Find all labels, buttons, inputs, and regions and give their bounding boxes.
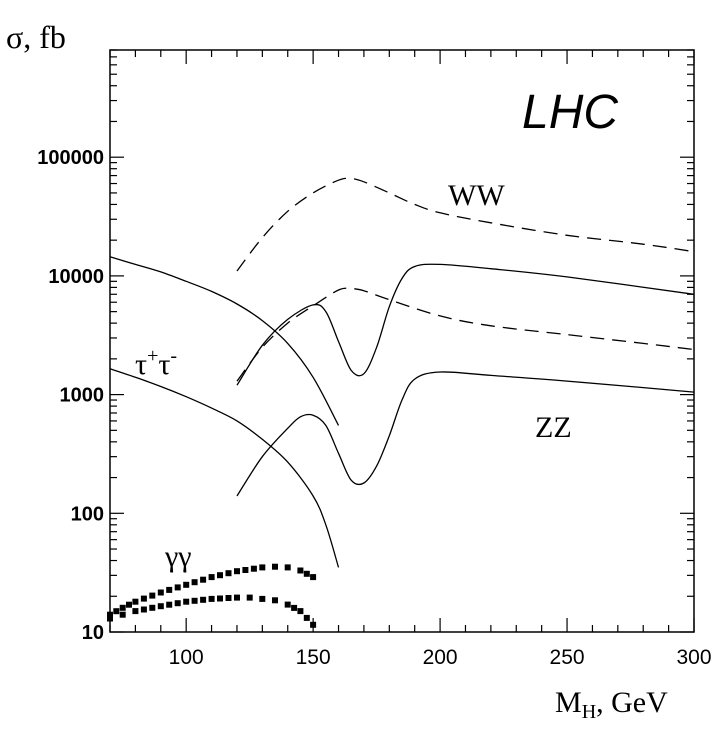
series-point — [272, 563, 278, 570]
series-point — [183, 598, 190, 605]
series-point — [284, 564, 291, 571]
series-point — [140, 595, 147, 602]
series-point — [217, 572, 223, 579]
series-point — [291, 604, 298, 611]
series-point — [303, 570, 310, 577]
y-tick-label: 1000 — [60, 385, 105, 407]
series-point — [310, 621, 317, 628]
series-gamgam-upper — [107, 563, 317, 618]
series-zz-solid — [236, 371, 695, 497]
y-tick-label: 100 — [71, 503, 104, 525]
series-point — [259, 564, 266, 571]
series-point — [234, 594, 240, 601]
series-point — [119, 611, 126, 618]
x-axis-label: MH, GeV — [555, 686, 668, 723]
series-point — [225, 595, 232, 601]
series-point — [297, 608, 304, 615]
tau-sup-plus: + — [147, 345, 158, 367]
x-tick-label: 100 — [169, 646, 204, 669]
series-point — [272, 597, 278, 604]
series-point — [200, 576, 207, 583]
x-axis-label-sub: H — [582, 701, 596, 723]
x-tick-label: 300 — [676, 646, 711, 669]
lhc-annotation: LHC — [522, 86, 618, 139]
series-point — [208, 595, 215, 602]
tau-2: τ — [158, 348, 170, 381]
series-label-tautau: τ+τ- — [135, 345, 177, 381]
series-ww-solid — [236, 263, 695, 386]
series-point — [297, 567, 304, 574]
series-point — [149, 592, 156, 599]
x-axis-label-rest: , GeV — [596, 686, 668, 719]
series-point — [113, 608, 120, 615]
series-point — [126, 601, 132, 608]
series-point — [149, 604, 156, 611]
series-point — [234, 568, 240, 575]
series-solid-decreasing-upper — [109, 256, 340, 426]
series-point — [217, 595, 223, 602]
series-point — [259, 595, 266, 602]
tau-sup-minus: - — [170, 345, 177, 367]
series-point — [191, 597, 198, 604]
series-point — [132, 598, 139, 605]
plot-frame — [109, 49, 695, 633]
series-label-zz: ZZ — [535, 411, 572, 444]
x-tick-label: 150 — [296, 646, 331, 669]
x-axis-label-main: M — [555, 686, 582, 719]
series-point — [157, 603, 164, 610]
series-point — [157, 589, 164, 596]
x-tick-label: 250 — [550, 646, 585, 669]
y-tick-label: 100000 — [37, 147, 104, 169]
y-tick-label: 10000 — [48, 266, 104, 288]
series-point — [107, 615, 113, 622]
tau-1: τ — [135, 348, 147, 381]
series-point — [310, 574, 317, 581]
series-label-gamgam: γγ — [164, 540, 192, 573]
series-point — [303, 614, 310, 621]
series-point — [284, 601, 291, 608]
series-point — [166, 586, 173, 593]
series-point — [208, 574, 215, 581]
series-point — [174, 584, 181, 591]
series-point — [250, 565, 257, 572]
series-point — [132, 608, 139, 615]
y-axis-label: σ, fb — [6, 19, 66, 55]
series-point — [191, 579, 198, 586]
series-ww-dashed-upper — [236, 177, 695, 272]
series-point — [119, 604, 126, 611]
series-gamgam-lower — [107, 594, 317, 628]
series-point — [183, 581, 190, 588]
series-point — [174, 600, 181, 607]
series-point — [242, 567, 249, 573]
series-point — [225, 570, 232, 577]
series-point — [200, 596, 207, 603]
series-ww-dashed-lower — [236, 287, 695, 382]
series-point — [166, 601, 173, 608]
series-point — [246, 594, 253, 601]
series-label-ww: WW — [448, 179, 505, 212]
series-tautau-solid — [109, 368, 340, 568]
series-point — [140, 606, 147, 613]
y-tick-label: 10 — [82, 622, 104, 644]
x-tick-label: 200 — [423, 646, 458, 669]
series-point — [107, 611, 113, 618]
